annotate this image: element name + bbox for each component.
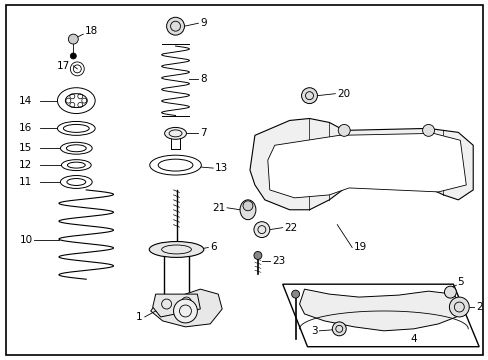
Text: 19: 19 bbox=[353, 243, 366, 252]
Circle shape bbox=[291, 290, 299, 298]
Polygon shape bbox=[249, 118, 472, 210]
Text: 2: 2 bbox=[475, 302, 482, 312]
Circle shape bbox=[338, 125, 349, 136]
Text: 11: 11 bbox=[19, 177, 32, 187]
Text: 17: 17 bbox=[56, 61, 70, 71]
Text: 21: 21 bbox=[211, 203, 224, 213]
Polygon shape bbox=[267, 133, 466, 198]
Text: 15: 15 bbox=[19, 143, 32, 153]
Circle shape bbox=[173, 299, 197, 323]
Text: 6: 6 bbox=[210, 243, 217, 252]
Text: 14: 14 bbox=[19, 96, 32, 105]
Polygon shape bbox=[282, 284, 478, 347]
Text: 13: 13 bbox=[215, 163, 228, 173]
Circle shape bbox=[253, 251, 262, 260]
Text: 5: 5 bbox=[456, 277, 463, 287]
Circle shape bbox=[422, 125, 434, 136]
Text: 1: 1 bbox=[136, 312, 142, 322]
Polygon shape bbox=[150, 289, 222, 327]
Circle shape bbox=[301, 88, 317, 104]
Text: 16: 16 bbox=[19, 123, 32, 134]
Circle shape bbox=[253, 222, 269, 238]
Text: 7: 7 bbox=[200, 129, 206, 138]
Text: 23: 23 bbox=[271, 256, 285, 266]
Text: 4: 4 bbox=[409, 334, 416, 344]
Circle shape bbox=[448, 297, 468, 317]
Circle shape bbox=[332, 322, 346, 336]
Polygon shape bbox=[299, 289, 462, 331]
Circle shape bbox=[68, 34, 78, 44]
Text: 9: 9 bbox=[200, 18, 206, 28]
Circle shape bbox=[243, 201, 252, 211]
Text: 3: 3 bbox=[310, 326, 317, 336]
Text: 12: 12 bbox=[19, 160, 32, 170]
Text: 8: 8 bbox=[200, 74, 206, 84]
Circle shape bbox=[444, 286, 455, 298]
Polygon shape bbox=[152, 294, 200, 317]
Text: 20: 20 bbox=[337, 89, 350, 99]
Text: 10: 10 bbox=[20, 234, 33, 244]
Ellipse shape bbox=[240, 200, 255, 220]
Ellipse shape bbox=[164, 127, 186, 139]
Text: 18: 18 bbox=[85, 26, 98, 36]
Text: 22: 22 bbox=[284, 222, 297, 233]
Circle shape bbox=[166, 17, 184, 35]
Ellipse shape bbox=[149, 242, 203, 257]
Circle shape bbox=[70, 53, 76, 59]
